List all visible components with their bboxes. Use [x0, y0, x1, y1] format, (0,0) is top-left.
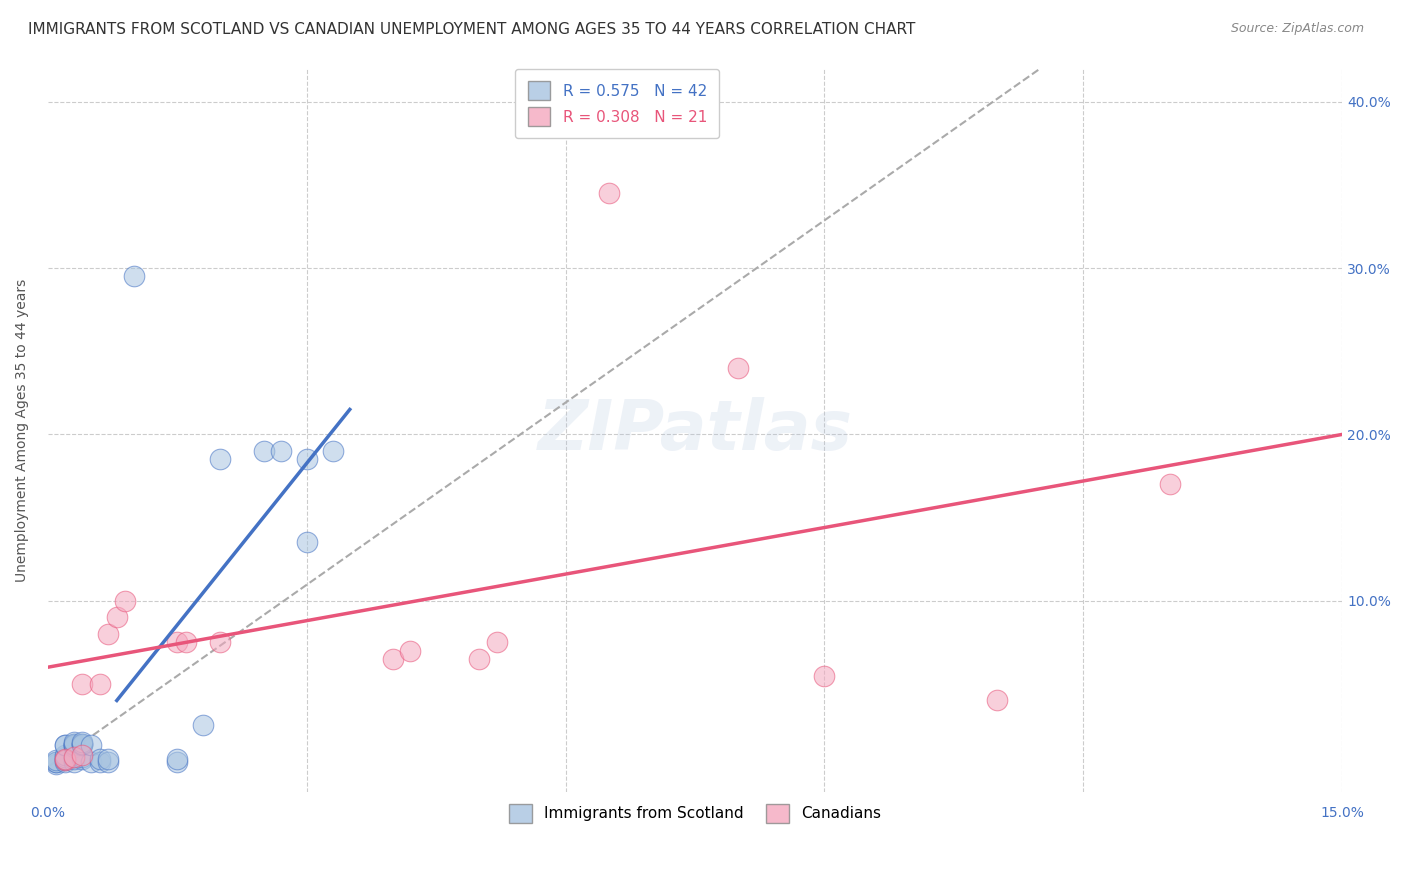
Point — [97, 755, 120, 769]
Point — [53, 739, 76, 753]
Point — [485, 635, 508, 649]
Point — [62, 737, 84, 751]
Point — [53, 752, 76, 766]
Text: 15.0%: 15.0% — [1320, 806, 1364, 821]
Point — [62, 739, 84, 753]
Point — [209, 635, 232, 649]
Point — [813, 668, 835, 682]
Point — [105, 610, 128, 624]
Point — [62, 740, 84, 755]
Point — [53, 755, 76, 769]
Text: 0.0%: 0.0% — [31, 806, 65, 821]
Point — [62, 750, 84, 764]
Point — [295, 452, 318, 467]
Point — [45, 756, 67, 771]
Point — [468, 652, 491, 666]
Point — [80, 739, 103, 753]
Point — [72, 737, 94, 751]
Point — [166, 755, 188, 769]
Point — [72, 735, 94, 749]
Point — [381, 652, 404, 666]
Point — [80, 755, 103, 769]
Point — [89, 755, 111, 769]
Point — [598, 186, 620, 201]
Point — [166, 752, 188, 766]
Point — [122, 269, 145, 284]
Point — [72, 750, 94, 764]
Point — [97, 627, 120, 641]
Point — [270, 444, 292, 458]
Point — [72, 677, 94, 691]
Point — [727, 360, 749, 375]
Point — [1159, 477, 1181, 491]
Point — [62, 737, 84, 751]
Point — [89, 677, 111, 691]
Point — [72, 739, 94, 753]
Text: Source: ZipAtlas.com: Source: ZipAtlas.com — [1230, 22, 1364, 36]
Point — [252, 444, 274, 458]
Point — [114, 593, 136, 607]
Point — [322, 444, 344, 458]
Y-axis label: Unemployment Among Ages 35 to 44 years: Unemployment Among Ages 35 to 44 years — [15, 278, 30, 582]
Point — [89, 752, 111, 766]
Point — [72, 748, 94, 763]
Point — [399, 643, 422, 657]
Point — [53, 739, 76, 753]
Legend: Immigrants from Scotland, Canadians: Immigrants from Scotland, Canadians — [496, 792, 894, 835]
Point — [97, 752, 120, 766]
Point — [53, 753, 76, 767]
Point — [62, 755, 84, 769]
Point — [209, 452, 232, 467]
Point — [72, 752, 94, 766]
Point — [295, 535, 318, 549]
Point — [53, 750, 76, 764]
Point — [53, 748, 76, 763]
Point — [53, 752, 76, 766]
Point — [174, 635, 197, 649]
Point — [45, 753, 67, 767]
Text: IMMIGRANTS FROM SCOTLAND VS CANADIAN UNEMPLOYMENT AMONG AGES 35 TO 44 YEARS CORR: IMMIGRANTS FROM SCOTLAND VS CANADIAN UNE… — [28, 22, 915, 37]
Point — [72, 737, 94, 751]
Point — [62, 752, 84, 766]
Point — [986, 693, 1008, 707]
Point — [53, 753, 76, 767]
Point — [166, 635, 188, 649]
Point — [62, 735, 84, 749]
Point — [45, 755, 67, 769]
Point — [45, 755, 67, 769]
Text: ZIPatlas: ZIPatlas — [537, 397, 852, 464]
Point — [191, 718, 214, 732]
Point — [62, 739, 84, 753]
Point — [62, 750, 84, 764]
